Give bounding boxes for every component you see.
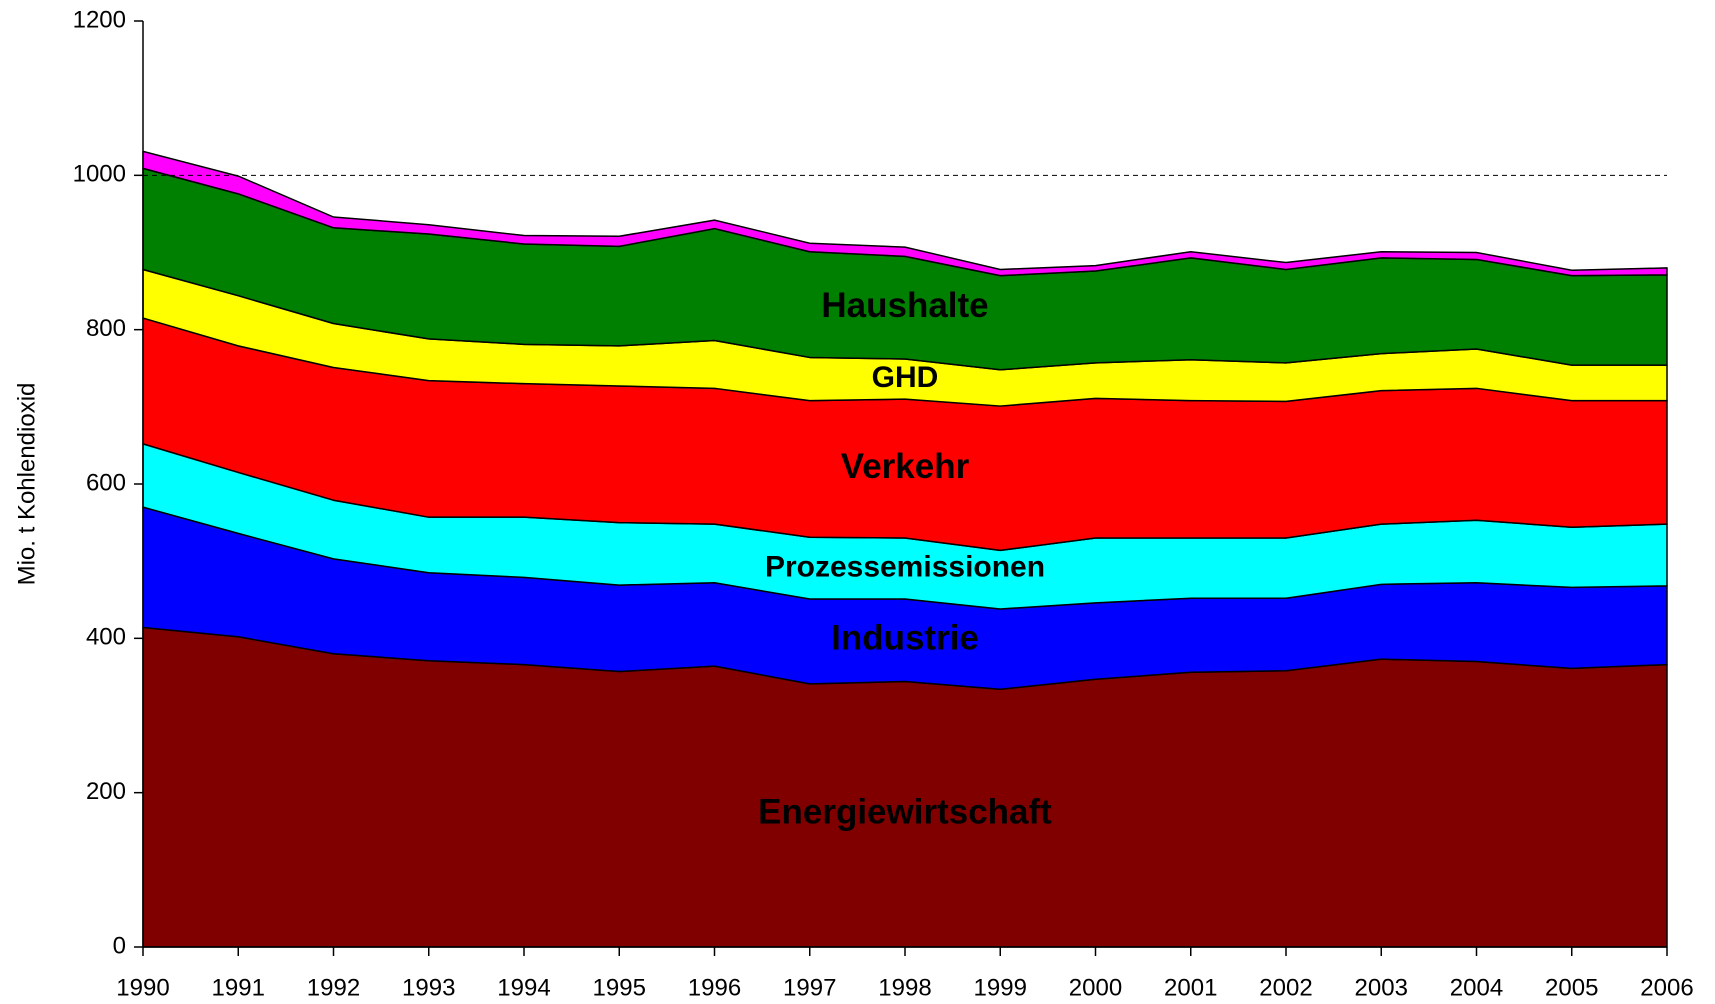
x-tick-label: 2000 (1069, 974, 1122, 1001)
y-tick-label: 0 (113, 932, 126, 959)
x-tick-label: 2003 (1355, 974, 1408, 1001)
x-tick-label: 2002 (1259, 974, 1312, 1001)
area-label: Verkehr (841, 447, 970, 486)
y-tick-label: 1000 (73, 161, 126, 188)
y-tick-label: 1200 (73, 6, 126, 33)
x-tick-label: 1997 (783, 974, 836, 1001)
x-tick-label: 1993 (402, 974, 455, 1001)
y-tick-label: 200 (86, 778, 126, 805)
area-label: Industrie (831, 619, 979, 658)
x-tick-label: 1992 (307, 974, 360, 1001)
x-tick-label: 2001 (1164, 974, 1217, 1001)
x-tick-label: 1998 (878, 974, 931, 1001)
y-tick-label: 600 (86, 469, 126, 496)
x-tick-label: 1999 (974, 974, 1027, 1001)
y-tick-label: 400 (86, 624, 126, 651)
x-tick-label: 2006 (1640, 974, 1693, 1001)
area-label: Prozessemissionen (765, 550, 1045, 583)
x-tick-label: 2005 (1545, 974, 1598, 1001)
x-tick-label: 1995 (593, 974, 646, 1001)
x-tick-label: 1991 (212, 974, 265, 1001)
area (142, 150, 1668, 277)
area-label: Energiewirtschaft (758, 793, 1052, 832)
y-tick-label: 800 (86, 315, 126, 342)
x-tick-label: 2004 (1450, 974, 1503, 1001)
area-label: Haushalte (821, 286, 988, 325)
x-tick-label: 1996 (688, 974, 741, 1001)
area-label: GHD (872, 361, 939, 394)
y-axis-label: Mio. t Kohlendioxid (13, 383, 40, 586)
x-tick-label: 1994 (497, 974, 550, 1001)
x-tick-label: 1990 (116, 974, 169, 1001)
